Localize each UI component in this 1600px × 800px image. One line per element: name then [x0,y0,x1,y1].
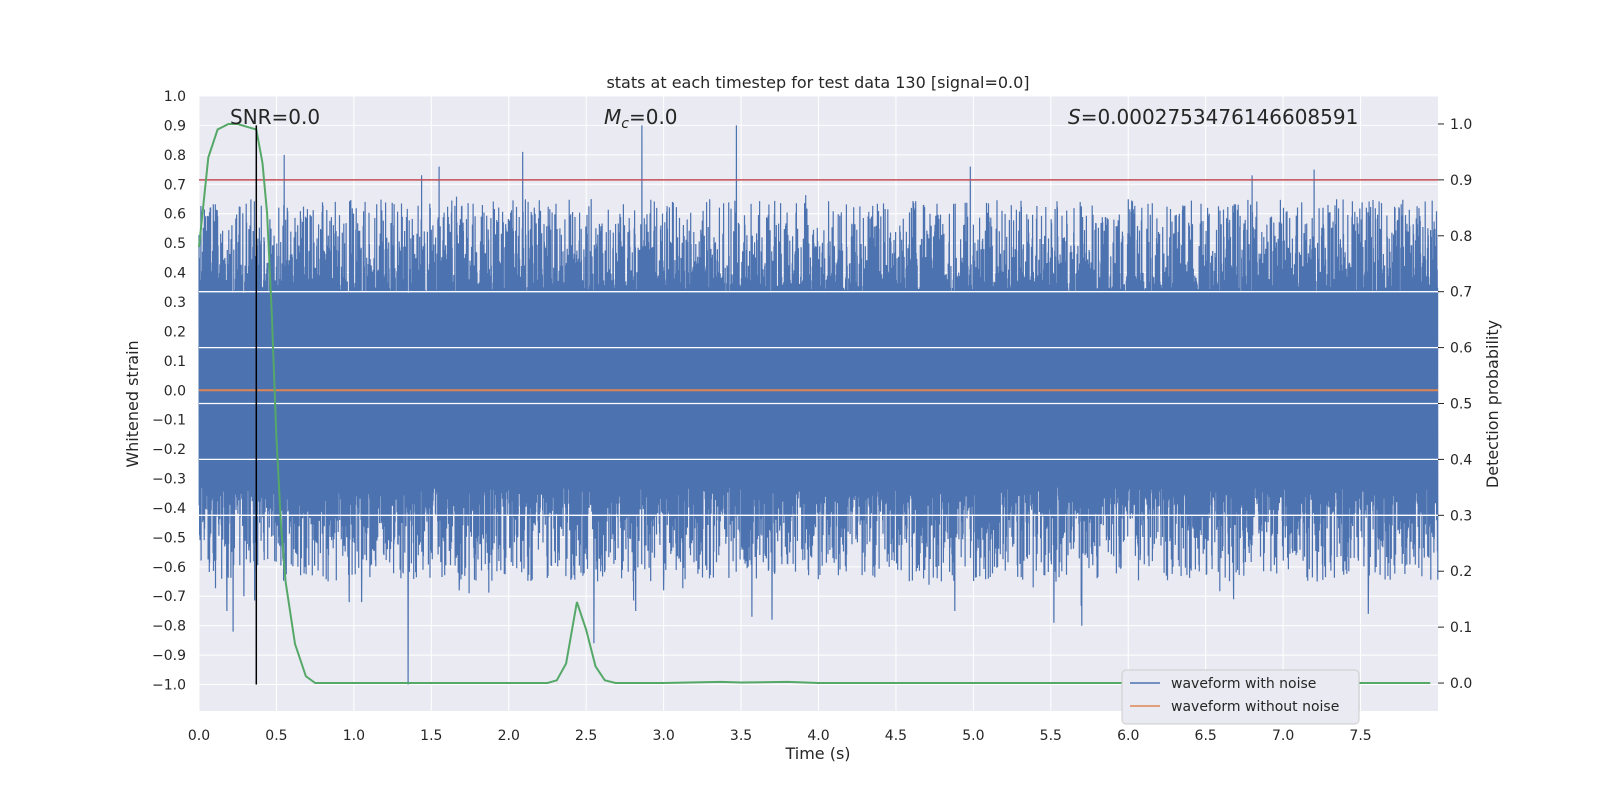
x-tick-label-11: 5.5 [1040,728,1062,744]
x-tick-label-14: 7.0 [1272,728,1294,744]
y-axis-label: Whitened strain [123,340,142,467]
legend-noise-label: waveform with noise [1171,676,1316,692]
lines-layer [198,123,1438,685]
y-tick-label-4: 0.6 [164,207,186,223]
probability-line [198,123,1431,684]
x-tick-label-3: 1.5 [420,728,442,744]
right-axis-grid [199,291,1438,516]
y-tick-label-13: −0.3 [152,472,186,488]
x-tick-label-9: 4.5 [885,728,907,744]
y-tick-label-1: 0.9 [164,118,186,134]
y-tick-label-9: 0.1 [164,354,186,370]
y2-tick-label-5: 0.5 [1450,397,1472,413]
y2-axis-ticks: 1.0 0.9 0.8 0.7 0.6 0.5 0.4 0.3 0.2 0.1 0.0 [1438,117,1472,692]
y-axis-ticks: 1.0 0.9 0.8 0.7 0.6 0.5 0.4 0.3 0.2 0.1 0.0 −0.1 −0.… [152,89,186,694]
mc-symbol: M [604,105,621,129]
s-symbol: S [1068,105,1081,129]
y2-tick-label-4: 0.6 [1450,341,1472,357]
x-axis-label: Time (s) [784,744,850,763]
x-tick-label-10: 5.0 [962,728,984,744]
mc-subscript: c [621,116,629,132]
noise-line [198,125,1439,685]
y-tick-label-8: 0.2 [164,324,186,340]
x-axis-ticks: 0.0 0.5 1.0 1.5 2.0 2.5 3.0 3.5 4.0 4.5 5.0 5.5 6.0 6… [188,728,1372,744]
legend-box [1121,669,1360,725]
y2-tick-label-3: 0.7 [1450,285,1472,301]
x-tick-label-15: 7.5 [1349,728,1371,744]
y-tick-label-7: 0.3 [164,295,186,311]
s-value: =0.0002753476146608591 [1081,105,1359,129]
x-tick-label-5: 2.5 [575,728,597,744]
y-tick-label-0: 1.0 [164,89,186,105]
x-tick-label-6: 3.0 [652,728,674,744]
y-tick-label-16: −0.6 [152,560,186,576]
y-tick-label-19: −0.9 [152,648,186,664]
chirp-mass-annotation: Mc=0.0 [604,105,678,132]
y-tick-label-5: 0.5 [164,236,186,252]
y2-tick-label-9: 0.1 [1450,620,1472,636]
s-statistic-annotation: S=0.0002753476146608591 [1068,105,1358,129]
y2-tick-label-8: 0.2 [1450,564,1472,580]
y-tick-label-17: −0.7 [152,589,186,605]
y-tick-label-3: 0.7 [164,177,186,193]
x-tick-label-2: 1.0 [343,728,365,744]
y-tick-label-6: 0.4 [164,266,186,282]
y-tick-label-18: −0.8 [152,619,186,635]
y-tick-label-15: −0.5 [152,530,186,546]
x-tick-label-0: 0.0 [188,728,210,744]
mc-value: =0.0 [629,105,678,129]
legend: waveform with noise waveform without noi… [1121,669,1360,725]
snr-annotation: SNR=0.0 [230,105,320,129]
x-tick-label-1: 0.5 [265,728,287,744]
y-tick-label-11: −0.1 [152,413,186,429]
y2-tick-label-7: 0.3 [1450,508,1472,524]
y-tick-label-14: −0.4 [152,501,186,517]
y-tick-label-20: −1.0 [152,678,186,694]
y2-tick-label-6: 0.4 [1450,452,1472,468]
y2-tick-label-1: 0.9 [1450,173,1472,189]
y2-tick-label-10: 0.0 [1450,676,1472,692]
x-tick-label-13: 6.5 [1195,728,1217,744]
y2-tick-label-0: 1.0 [1450,117,1472,133]
y2-tick-label-2: 0.8 [1450,229,1472,245]
x-tick-label-8: 4.0 [807,728,829,744]
y-tick-label-12: −0.2 [152,442,186,458]
y-tick-label-10: 0.0 [164,383,186,399]
y2-axis-label: Detection probability [1483,320,1502,488]
legend-clean-label: waveform without noise [1171,699,1339,715]
y-tick-label-2: 0.8 [164,148,186,164]
x-tick-label-7: 3.5 [730,728,752,744]
x-tick-label-12: 6.0 [1117,728,1139,744]
chart-title: stats at each timestep for test data 130… [606,73,1029,92]
x-tick-label-4: 2.0 [498,728,520,744]
